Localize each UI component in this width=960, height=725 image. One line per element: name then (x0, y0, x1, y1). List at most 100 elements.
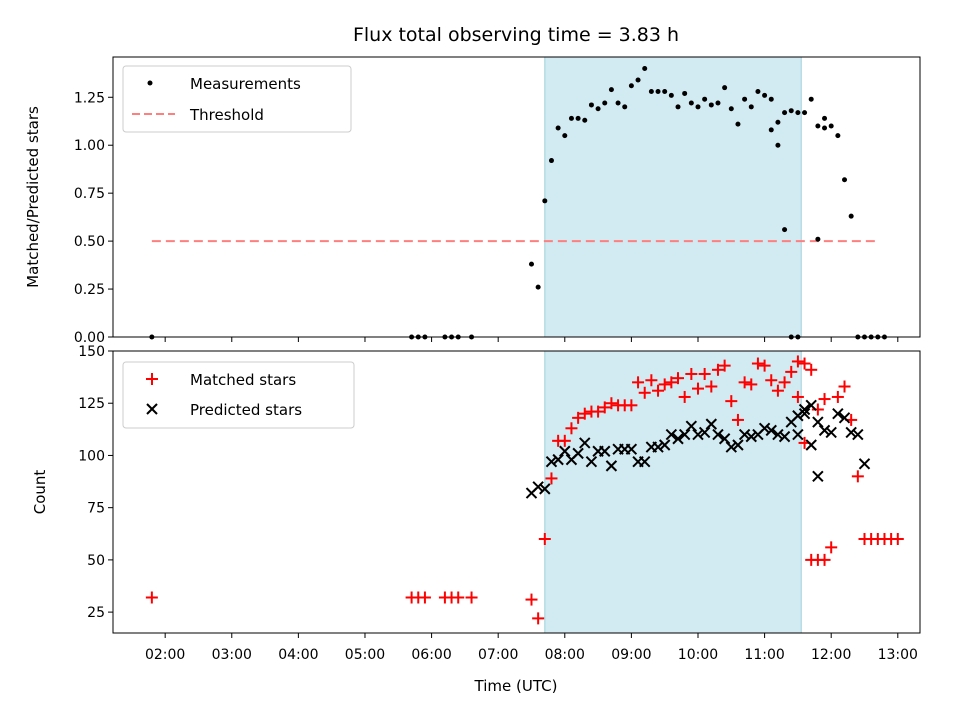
matched-stars-point (751, 357, 764, 370)
matched-stars-point (705, 380, 718, 393)
matched-stars-point (605, 397, 618, 410)
matched-stars-point (731, 413, 744, 426)
matched-stars-point (691, 382, 704, 395)
legend-measurements-label: Measurements (190, 75, 301, 93)
matched-stars-point (638, 386, 651, 399)
matched-stars-point (578, 407, 591, 420)
predicted-stars-point (552, 453, 564, 466)
measurement-point (782, 227, 788, 233)
measurement-point (768, 127, 774, 133)
predicted-stars-point (838, 412, 851, 424)
predicted-stars-point (765, 424, 777, 437)
measurement-point (728, 106, 734, 112)
predicted-stars-point (539, 483, 551, 495)
matched-stars-point (725, 395, 738, 408)
top-panel: 0.00 0.25 0.50 0.75 1.00 1.25 Matched/Predict… (24, 56, 921, 346)
matched-stars-point (838, 380, 851, 393)
predicted-stars-point (778, 430, 791, 443)
measurement-point (822, 115, 828, 121)
predicted-stars-point (845, 426, 857, 439)
matched-stars-point (785, 365, 798, 378)
top-shaded-interval (544, 56, 802, 338)
predicted-stars-point (685, 420, 698, 432)
measurement-point (768, 96, 774, 102)
measurement-point (668, 92, 674, 98)
predicted-stars-point (792, 428, 804, 441)
matched-stars-point (645, 374, 658, 387)
predicted-stars-point (658, 439, 671, 451)
measurement-point (748, 104, 754, 110)
matched-stars-point (658, 378, 671, 391)
measurement-point (648, 89, 654, 95)
measurement-point (795, 110, 801, 116)
predicted-stars-point (559, 445, 571, 457)
top-y-tick-label: 0.75 (74, 186, 105, 202)
top-y-tick-label: 0.25 (74, 282, 105, 298)
measurement-point (702, 96, 708, 102)
predicted-stars-point (825, 426, 837, 439)
matched-stars-point (805, 363, 818, 376)
measurement-point (775, 119, 781, 125)
predicted-stars-point (718, 433, 731, 445)
bottom-panel: 25 50 75 100 125 150 02:00 03:00 04:00 05:00 06:0… (31, 344, 921, 695)
measurement-point (842, 177, 848, 183)
predicted-stars-point (798, 407, 811, 420)
measurement-point (708, 102, 714, 108)
measurement-point (568, 115, 574, 121)
top-series-marks (149, 66, 887, 340)
predicted-stars-point (698, 426, 711, 439)
top-axes-frame (112, 56, 921, 338)
matched-stars-point (625, 399, 638, 412)
matched-stars-point (418, 591, 431, 604)
top-y-axis-label: Matched/Predicted stars (24, 106, 42, 288)
predicted-stars-point (805, 399, 817, 412)
matched-stars-point (791, 390, 804, 403)
top-y-tick-label: 0.50 (74, 234, 105, 250)
predicted-stars-point (672, 433, 684, 445)
matched-stars-point (452, 591, 465, 604)
bottom-y-tick-label: 125 (78, 396, 105, 412)
predicted-stars-point (738, 428, 751, 441)
x-tick-label: 04:00 (278, 647, 318, 663)
top-y-tick-label: 1.25 (74, 90, 105, 106)
top-y-ticks: 0.00 0.25 0.50 0.75 1.00 1.25 (74, 90, 113, 346)
measurement-point (582, 117, 588, 123)
x-axis-label: Time (UTC) (474, 677, 558, 695)
bottom-y-tick-label: 100 (78, 448, 105, 464)
predicted-stars-point (705, 418, 718, 430)
top-y-tick-label: 1.00 (74, 138, 105, 154)
measurement-point (822, 125, 828, 131)
matched-stars-point (798, 357, 811, 370)
predicted-stars-point (585, 456, 598, 468)
predicted-stars-point (545, 456, 558, 468)
bottom-y-tick-label: 75 (87, 501, 105, 517)
top-x-ticks (164, 337, 899, 342)
predicted-stars-point (692, 428, 704, 441)
matched-stars-point (811, 403, 824, 416)
measurement-point (808, 96, 814, 102)
measurement-point (542, 198, 548, 204)
predicted-stars-point (745, 430, 757, 443)
matched-stars-point (738, 376, 751, 389)
legend-measurements-marker (147, 80, 153, 86)
measurement-point (608, 87, 614, 93)
measurement-point (562, 133, 568, 139)
predicted-stars-point (678, 428, 691, 441)
top-legend: Measurements Threshold (122, 65, 352, 133)
predicted-stars-point (532, 481, 544, 493)
predicted-stars-point (772, 428, 784, 441)
predicted-stars-point (832, 407, 844, 420)
measurement-point (735, 121, 741, 127)
measurement-point (815, 123, 821, 129)
matched-stars-point (558, 434, 571, 447)
matched-stars-point (698, 367, 711, 380)
x-tick-label: 12:00 (811, 647, 851, 663)
predicted-stars-point (732, 439, 744, 451)
predicted-stars-point (805, 439, 817, 451)
matched-stars-point (771, 384, 784, 397)
measurement-point (675, 104, 681, 110)
measurement-point (602, 100, 608, 106)
measurement-point (835, 133, 841, 139)
measurement-point (775, 142, 781, 148)
